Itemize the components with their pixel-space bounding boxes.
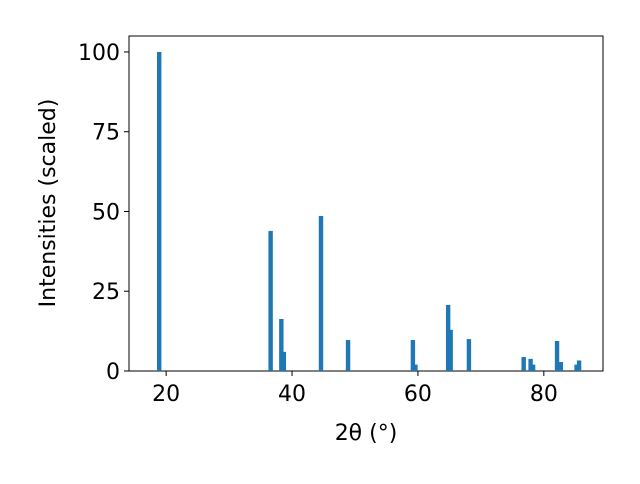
y-tick-label: 100 [78,41,120,66]
bar [554,341,560,371]
bar [576,360,582,371]
bar [413,364,418,371]
y-tick-label: 50 [92,200,120,225]
bar [279,318,284,371]
bar [318,215,324,371]
x-tick-label: 80 [530,382,558,407]
y-axis-label: Intensities (scaled) [36,99,61,308]
bar [445,304,451,371]
x-tick-label: 40 [278,382,306,407]
bar [528,358,533,371]
x-tick-label: 60 [404,382,432,407]
x-axis-label: 2θ (°) [335,421,398,446]
bar [448,329,453,371]
bar [345,340,351,371]
bar [521,356,526,371]
bar [281,351,287,371]
plot-frame [128,35,604,372]
bar [410,340,416,371]
bar [157,51,162,371]
bar [466,339,472,371]
bar [530,364,536,371]
bar [574,364,579,371]
bar [558,362,564,371]
y-tick-label: 25 [92,280,120,305]
y-tick-label: 0 [106,360,120,385]
x-tick-label: 20 [152,382,180,407]
y-tick-label: 75 [92,121,120,146]
bar [268,230,273,371]
